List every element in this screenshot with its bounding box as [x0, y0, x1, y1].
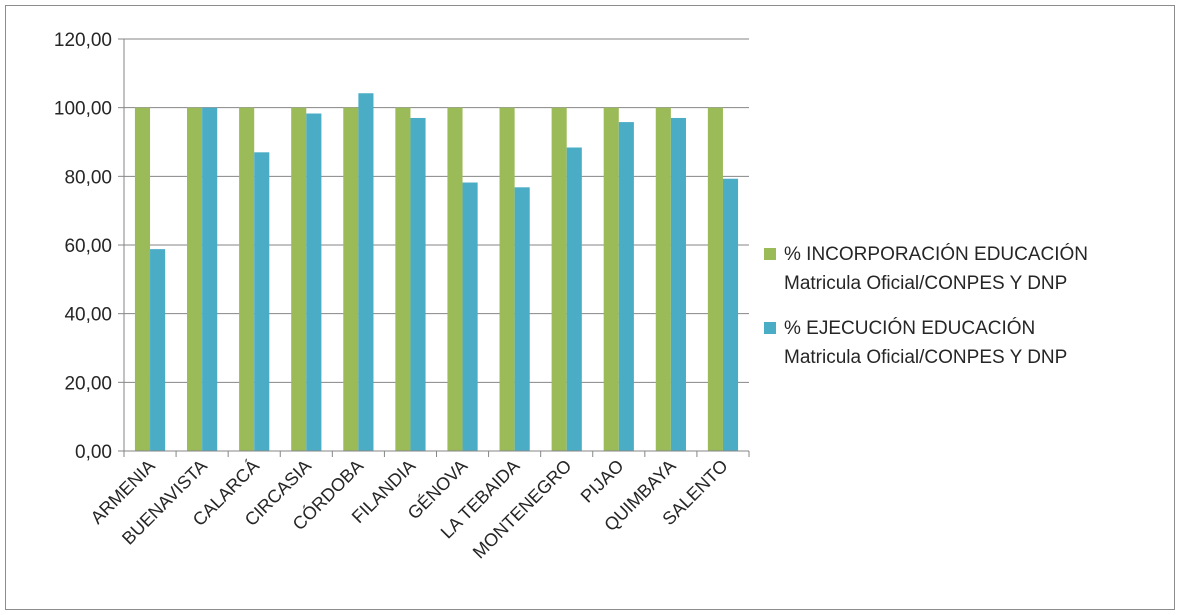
bars [134, 93, 739, 452]
bar-incorporacion [603, 107, 619, 452]
legend-label: Matricula Oficial/CONPES Y DNP [784, 347, 1067, 368]
bar-ejecucion [670, 117, 686, 451]
y-tick-label: 80,00 [64, 167, 112, 188]
legend-swatch [764, 322, 776, 334]
bar-chart: 0,00 20,00 40,00 60,00 80,00 100,00 120,00 ARM… [54, 30, 1088, 562]
x-tick-label: MONTENEGRO [469, 456, 576, 563]
axes [118, 38, 750, 457]
y-tick-label: 60,00 [64, 236, 112, 257]
y-tick-label: 120,00 [54, 30, 112, 51]
bar-ejecucion [618, 122, 634, 451]
y-tick-label: 20,00 [64, 373, 112, 394]
bar-incorporacion [395, 107, 411, 452]
bar-incorporacion [291, 107, 307, 452]
bar-ejecucion [462, 182, 478, 451]
bar-ejecucion [514, 187, 530, 451]
bar-incorporacion [239, 107, 255, 452]
bar-ejecucion [150, 249, 166, 451]
bar-incorporacion [707, 107, 723, 452]
y-tick-label: 100,00 [54, 99, 112, 120]
bar-incorporacion [187, 107, 203, 452]
bar-incorporacion [655, 107, 671, 452]
bar-ejecucion [358, 93, 374, 451]
bar-ejecucion [202, 107, 218, 452]
y-tick-label: 40,00 [64, 305, 112, 326]
legend-label: Matricula Oficial/CONPES Y DNP [784, 273, 1067, 294]
y-tick-labels: 0,00 20,00 40,00 60,00 80,00 100,00 120,00 [54, 30, 112, 463]
x-tick-labels: ARMENIABUENAVISTACALARCÁCIRCASIACÓRDOBAF… [87, 455, 732, 562]
x-tick-label: PIJAO [577, 456, 628, 507]
legend-label: % EJECUCIÓN EDUCACIÓN [784, 317, 1035, 339]
bar-incorporacion [134, 107, 151, 452]
gridlines [124, 38, 749, 383]
bar-incorporacion [343, 107, 359, 452]
bar-incorporacion [551, 107, 567, 452]
legend: % INCORPORACIÓN EDUCACIÓN Matricula Ofici… [764, 243, 1088, 368]
legend-label: % INCORPORACIÓN EDUCACIÓN [784, 243, 1088, 265]
bar-ejecucion [410, 117, 426, 451]
legend-swatch [764, 248, 776, 260]
bar-ejecucion [306, 113, 322, 452]
y-tick-label: 0,00 [75, 442, 112, 463]
bar-ejecucion [254, 152, 270, 452]
bar-ejecucion [722, 178, 739, 451]
bar-incorporacion [499, 107, 515, 452]
chart-frame: 0,00 20,00 40,00 60,00 80,00 100,00 120,00 ARM… [5, 5, 1175, 610]
bar-incorporacion [447, 107, 463, 452]
bar-ejecucion [566, 147, 582, 451]
